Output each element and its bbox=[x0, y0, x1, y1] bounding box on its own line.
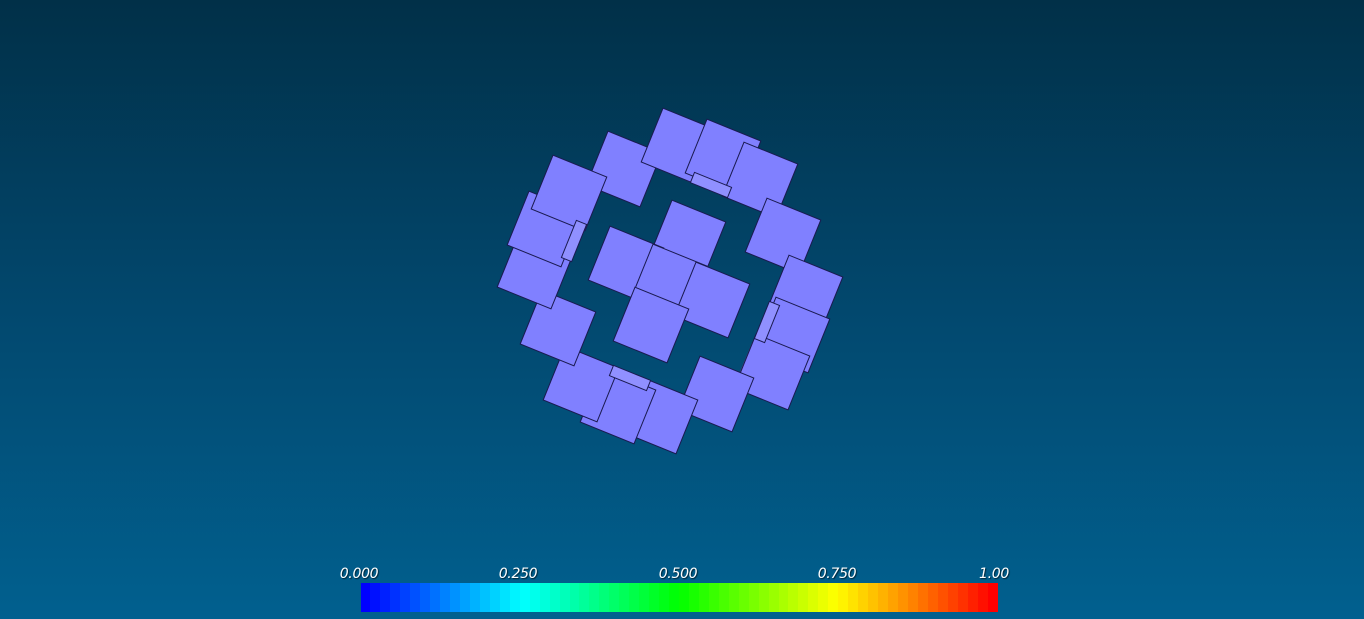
frame-strut bbox=[689, 171, 733, 199]
frame-strut bbox=[608, 364, 652, 392]
frame-struts bbox=[560, 171, 781, 392]
mirror-tile bbox=[519, 289, 597, 367]
frame-strut bbox=[560, 219, 588, 263]
mirror-tile bbox=[733, 333, 811, 411]
mirror-tile bbox=[673, 261, 751, 339]
mirror-tile bbox=[677, 355, 755, 433]
mirror-tile bbox=[530, 154, 608, 232]
mirror-tile bbox=[542, 345, 620, 423]
mirror-tile bbox=[612, 286, 690, 364]
mirror-tile bbox=[585, 130, 663, 208]
frame-strut bbox=[753, 300, 781, 344]
mirror-tiles bbox=[496, 107, 844, 455]
